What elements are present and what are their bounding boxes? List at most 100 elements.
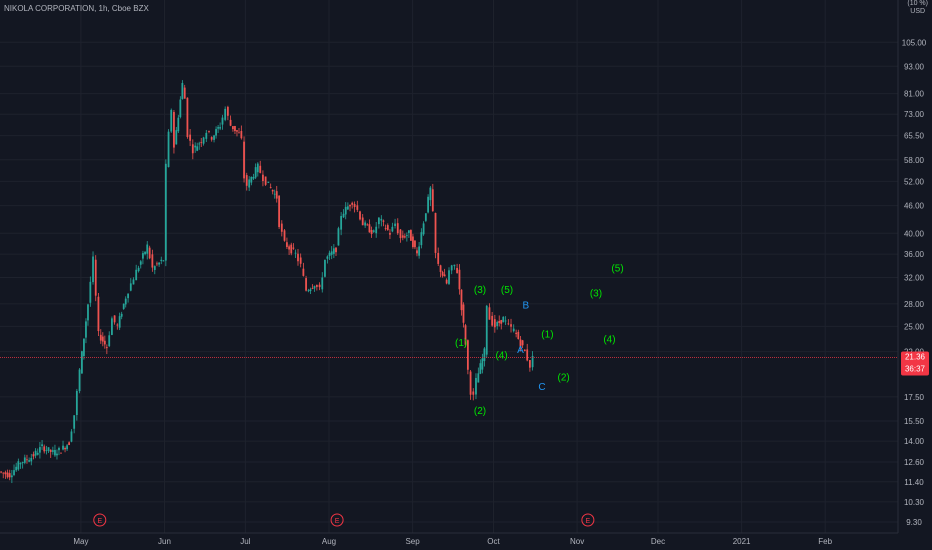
candle-body (85, 321, 87, 338)
candle-body (213, 135, 215, 140)
candle-body (340, 215, 343, 230)
candle-body (32, 454, 35, 457)
candle-body (280, 223, 283, 232)
bar-countdown-label: 36:37 (905, 364, 926, 373)
candle-body (139, 261, 142, 265)
candle-body (51, 450, 54, 452)
scale-header: (10 %) USD (907, 0, 928, 16)
wave-label: (3) (590, 289, 602, 300)
candle-body (116, 324, 119, 326)
candle-body (396, 223, 399, 234)
candle-body (142, 253, 144, 259)
candle-body (97, 296, 100, 332)
currency-label: USD (910, 8, 926, 15)
candle-body (424, 213, 427, 221)
candle-body (118, 316, 121, 328)
candle-body (382, 220, 385, 222)
candle-body (356, 205, 359, 210)
candle-body (8, 473, 11, 478)
earnings-marker-label: E (335, 518, 340, 525)
candle-body (366, 224, 369, 226)
candle-body (162, 260, 165, 262)
earnings-marker[interactable] (330, 513, 344, 527)
candle-body (122, 303, 125, 309)
candle-body (405, 235, 408, 236)
candle-body (510, 324, 512, 327)
candle-body (309, 289, 312, 292)
candle-body (517, 331, 520, 340)
candle-body (186, 97, 189, 137)
candle-body (28, 460, 31, 462)
candle-body (273, 193, 276, 195)
candle-body (311, 288, 314, 289)
candle-body (64, 447, 66, 450)
candle-body (372, 230, 375, 232)
candle-body (307, 290, 310, 292)
x-tick-label: Jul (240, 537, 250, 546)
candle-body (19, 463, 22, 465)
candle-body (248, 179, 251, 188)
candle-body (103, 340, 106, 345)
candle-body (0, 471, 2, 473)
candle-body (111, 318, 113, 335)
candle-body (54, 449, 56, 456)
candle-body (183, 87, 186, 99)
candle-body (6, 472, 9, 478)
candle-body (215, 129, 217, 136)
candle-body (43, 446, 46, 452)
earnings-marker[interactable] (93, 513, 107, 527)
candle-body (500, 320, 503, 324)
candle-body (448, 270, 450, 284)
candle-body (475, 377, 477, 395)
y-tick-label: 105.00 (902, 38, 927, 47)
y-tick-label: 52.00 (904, 177, 925, 186)
candle-body (173, 112, 175, 148)
candle-body (101, 336, 104, 342)
candle-body (464, 325, 467, 345)
candle-body (264, 176, 267, 185)
candle-body (431, 189, 434, 212)
candle-body (507, 323, 510, 325)
x-tick-label: Jun (158, 537, 171, 546)
candle-body (391, 226, 394, 232)
candle-body (460, 289, 463, 311)
candle-body (315, 284, 318, 287)
candle-body (493, 319, 496, 328)
candle-body (418, 246, 421, 256)
y-tick-label: 32.00 (904, 273, 925, 282)
candle-body (34, 450, 37, 456)
candle-body (462, 304, 465, 323)
wave-label: (1) (455, 338, 467, 349)
candle-body (399, 229, 402, 239)
candle-body (252, 176, 255, 179)
candle-body (83, 338, 85, 357)
candle-body (26, 459, 28, 461)
candle-body (286, 242, 288, 248)
candle-body (344, 206, 347, 215)
candle-body (208, 131, 210, 132)
candle-body (132, 279, 135, 285)
earnings-marker[interactable] (581, 513, 595, 527)
candle-body (254, 167, 257, 178)
candle-body (49, 449, 52, 452)
candle-body (403, 236, 406, 238)
candle-body (439, 265, 442, 272)
candle-body (407, 230, 410, 233)
scale-mode[interactable]: (10 %) (907, 0, 928, 7)
candle-body (202, 137, 205, 144)
candle-body (422, 223, 425, 235)
candle-body (47, 447, 50, 451)
candle-body (443, 274, 446, 277)
candle-body (56, 453, 58, 456)
x-tick-label: May (73, 537, 88, 546)
candle-body (146, 244, 149, 254)
candle-body (512, 328, 515, 332)
candle-body (156, 263, 158, 265)
candle-body (58, 447, 60, 451)
candle-body (200, 141, 203, 143)
candle-body (175, 130, 178, 145)
candle-body (66, 445, 68, 450)
candle-body (380, 218, 383, 221)
